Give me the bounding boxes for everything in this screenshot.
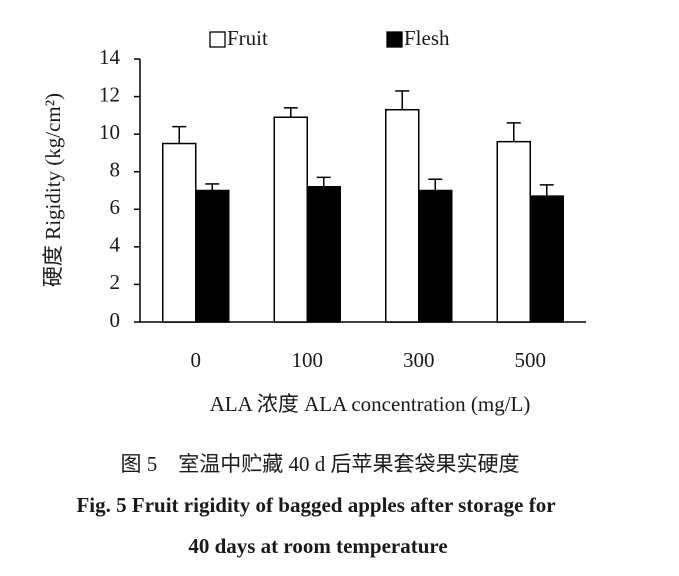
bar xyxy=(496,140,531,323)
bar xyxy=(306,185,341,323)
x-tick-label: 0 xyxy=(191,348,202,372)
y-tick-label: 10 xyxy=(99,120,120,144)
y-tick-label: 14 xyxy=(99,45,121,69)
y-axis-label: 硬度 Rigidity (kg/cm²) xyxy=(41,93,65,287)
error-bar xyxy=(316,176,331,187)
x-tick-label: 300 xyxy=(403,348,435,372)
error-bar xyxy=(428,178,443,191)
error-bar xyxy=(395,90,410,110)
bar xyxy=(385,108,420,323)
error-bar xyxy=(539,184,554,197)
legend-swatch xyxy=(386,31,403,48)
x-tick-label: 100 xyxy=(292,348,324,372)
y-tick-label: 4 xyxy=(110,233,121,257)
error-bar xyxy=(506,122,521,142)
error-bar xyxy=(205,183,220,191)
caption-en: Fig. 5 Fruit rigidity of bagged apples a… xyxy=(76,493,555,517)
y-tick-label: 6 xyxy=(110,195,121,219)
caption-cn: 图 5 室温中贮藏 40 d 后苹果套袋果实硬度 xyxy=(121,452,520,476)
error-bar xyxy=(172,125,187,144)
legend-label: Fruit xyxy=(227,26,268,50)
bar xyxy=(529,195,564,323)
y-tick-label: 12 xyxy=(99,82,120,106)
error-bar xyxy=(283,107,298,118)
x-axis-label: ALA 浓度 ALA concentration (mg/L) xyxy=(210,392,531,416)
legend-swatch xyxy=(209,31,226,48)
y-tick-label: 8 xyxy=(110,158,121,182)
caption-en: 40 days at room temperature xyxy=(188,534,447,558)
y-tick-label: 0 xyxy=(110,308,121,332)
bar xyxy=(273,116,308,323)
legend-label: Flesh xyxy=(404,26,450,50)
bar xyxy=(418,189,453,323)
x-tick-label: 500 xyxy=(515,348,547,372)
bar xyxy=(162,142,197,323)
y-tick-label: 2 xyxy=(110,270,121,294)
bar xyxy=(195,189,230,323)
